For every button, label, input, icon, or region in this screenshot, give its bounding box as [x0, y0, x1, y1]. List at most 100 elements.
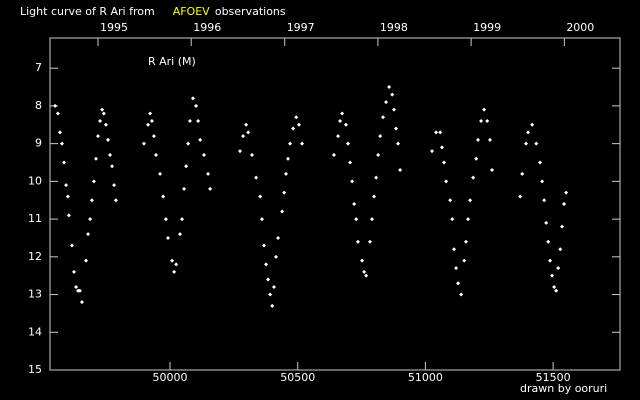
- data-point: [149, 119, 154, 123]
- data-point: [343, 122, 348, 127]
- data-point: [62, 160, 67, 165]
- data-point: [438, 130, 443, 135]
- y-tick-label: 10: [28, 174, 42, 187]
- data-point: [112, 183, 117, 188]
- data-point: [101, 111, 106, 116]
- data-point: [490, 168, 495, 173]
- x-tick-label: 51500: [536, 371, 571, 384]
- data-point: [184, 164, 189, 169]
- data-point: [79, 300, 84, 305]
- data-point: [387, 85, 392, 90]
- data-point: [488, 137, 493, 142]
- data-point: [352, 202, 357, 206]
- x2-tick-label: 1998: [380, 21, 408, 34]
- data-point: [170, 258, 175, 263]
- data-point: [141, 141, 146, 146]
- data-point: [336, 134, 341, 139]
- data-point: [331, 152, 336, 157]
- data-point: [77, 288, 82, 293]
- data-point: [479, 119, 484, 123]
- data-point: [354, 217, 359, 222]
- data-point: [482, 107, 487, 112]
- data-point: [384, 100, 389, 105]
- data-point: [244, 122, 249, 127]
- data-point: [88, 217, 93, 222]
- data-point: [161, 194, 166, 199]
- data-point: [194, 103, 199, 108]
- y-tick-label: 15: [28, 363, 42, 376]
- data-point: [148, 111, 153, 116]
- data-point: [554, 288, 559, 293]
- data-point: [280, 209, 285, 214]
- data-point: [282, 190, 287, 195]
- plot-frame: [49, 37, 621, 371]
- y-tick-label: 12: [28, 250, 42, 263]
- data-point: [476, 137, 481, 142]
- y-tick-label: 9: [35, 137, 42, 150]
- data-point: [442, 160, 447, 165]
- data-point: [259, 217, 264, 222]
- x-tick-label: 51000: [408, 371, 443, 384]
- data-point: [66, 213, 71, 218]
- data-point: [454, 266, 459, 271]
- data-point: [372, 194, 377, 199]
- data-point: [350, 179, 355, 184]
- y-tick-label: 7: [35, 61, 42, 74]
- data-point: [268, 292, 273, 297]
- data-point: [258, 194, 263, 199]
- data-point: [434, 130, 439, 135]
- data-point: [274, 254, 279, 259]
- data-point: [374, 175, 379, 180]
- y-tick-label: 14: [28, 325, 42, 338]
- data-point: [53, 103, 58, 108]
- data-point: [89, 198, 94, 203]
- y-tick-label: 8: [35, 99, 42, 112]
- data-point: [69, 243, 74, 248]
- data-point: [288, 141, 293, 146]
- data-point: [370, 217, 375, 222]
- data-point: [110, 164, 115, 169]
- data-point: [158, 171, 163, 176]
- data-point: [466, 217, 471, 222]
- data-point: [294, 115, 299, 120]
- data-point: [558, 247, 563, 252]
- data-point: [208, 186, 213, 191]
- data-point: [450, 217, 455, 222]
- data-point: [177, 232, 182, 237]
- data-point: [396, 141, 401, 146]
- data-point: [72, 269, 77, 274]
- data-point: [108, 152, 113, 157]
- data-point: [250, 152, 255, 157]
- data-point: [360, 258, 365, 263]
- x-tick-label: 50500: [280, 371, 315, 384]
- data-point: [474, 156, 479, 161]
- data-point: [556, 266, 561, 271]
- x-tick-label: 50000: [153, 371, 188, 384]
- x2-tick-label: 1997: [287, 21, 315, 34]
- data-point: [206, 171, 211, 176]
- data-point: [462, 258, 467, 263]
- data-point: [348, 160, 353, 165]
- data-point: [542, 198, 547, 203]
- data-point: [452, 247, 457, 252]
- title-source: AFOEV: [173, 5, 210, 18]
- data-point: [550, 273, 555, 278]
- data-point: [524, 141, 529, 146]
- data-point: [103, 122, 108, 127]
- data-point: [262, 243, 267, 248]
- data-point: [552, 285, 557, 289]
- data-point: [456, 281, 461, 286]
- data-point: [180, 217, 185, 222]
- data-point: [364, 273, 369, 278]
- data-point: [93, 156, 98, 161]
- data-point: [378, 134, 383, 139]
- data-point: [355, 239, 360, 244]
- data-point: [187, 119, 192, 123]
- data-point: [151, 134, 156, 139]
- data-point: [165, 235, 170, 240]
- data-point: [57, 130, 62, 135]
- data-point: [153, 152, 158, 157]
